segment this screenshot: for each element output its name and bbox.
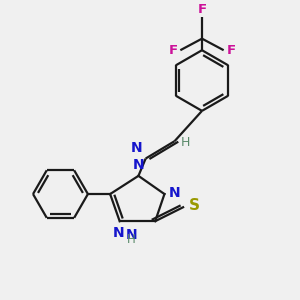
Text: N: N	[112, 226, 124, 240]
Text: N: N	[130, 141, 142, 155]
Text: F: F	[168, 44, 177, 57]
Text: F: F	[197, 2, 207, 16]
Text: H: H	[181, 136, 190, 149]
Text: N: N	[169, 186, 180, 200]
Text: S: S	[189, 198, 200, 213]
Text: N: N	[125, 228, 137, 242]
Text: F: F	[226, 44, 236, 57]
Text: N: N	[133, 158, 144, 172]
Text: H: H	[127, 233, 136, 246]
